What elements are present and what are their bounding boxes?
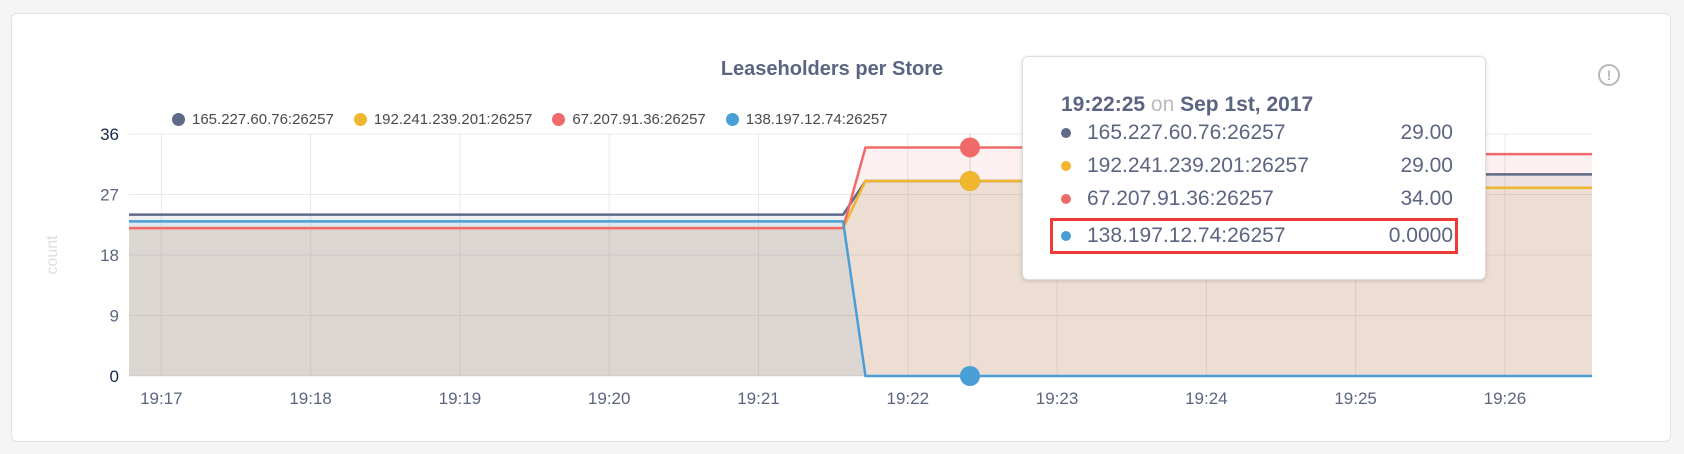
legend-label: 192.241.239.201:26257 bbox=[373, 111, 533, 128]
x-tick-label: 19:19 bbox=[439, 389, 482, 408]
legend-item[interactable]: 67.207.91.36:26257 bbox=[552, 111, 706, 128]
legend: 165.227.60.76:26257 192.241.239.201:2625… bbox=[172, 111, 888, 128]
tooltip-series-name: 138.197.12.74:26257 bbox=[1087, 224, 1286, 247]
tooltip-series-name: 67.207.91.36:26257 bbox=[1087, 187, 1274, 210]
series-dot bbox=[1061, 128, 1071, 138]
y-tick-label: 0 bbox=[110, 367, 119, 386]
series-line bbox=[129, 220, 1592, 378]
series-dot bbox=[1061, 231, 1071, 241]
tooltip-time: 19:22:25 bbox=[1061, 93, 1146, 116]
x-tick-label: 19:20 bbox=[588, 389, 631, 408]
legend-dot bbox=[353, 113, 367, 126]
tooltip-date: Sep 1st, 2017 bbox=[1180, 93, 1314, 116]
x-tick-label: 19:24 bbox=[1185, 389, 1228, 408]
series-dot bbox=[1061, 194, 1071, 204]
tooltip-row-highlighted: 138.197.12.74:26257 0.0000 bbox=[1061, 221, 1453, 251]
y-tick-label: 27 bbox=[100, 186, 119, 205]
highlight-box bbox=[1050, 218, 1458, 254]
legend-label: 67.207.91.36:26257 bbox=[572, 111, 706, 128]
x-tick-label: 19:26 bbox=[1484, 389, 1527, 408]
tooltip-value: 0.0000 bbox=[1388, 224, 1453, 247]
hover-point bbox=[959, 171, 980, 192]
legend-dot bbox=[552, 113, 566, 126]
legend-dot bbox=[725, 113, 739, 126]
y-tick-label: 9 bbox=[110, 307, 119, 326]
x-tick-label: 19:23 bbox=[1036, 389, 1079, 408]
x-tick-label: 19:22 bbox=[887, 389, 930, 408]
tooltip-series-name: 165.227.60.76:26257 bbox=[1087, 121, 1286, 144]
hover-point bbox=[959, 366, 980, 386]
chart-title: Leaseholders per Store bbox=[720, 58, 944, 80]
legend-item[interactable]: 138.197.12.74:26257 bbox=[725, 111, 888, 128]
x-tick-label: 19:18 bbox=[289, 389, 332, 408]
series-area bbox=[129, 221, 1592, 376]
tooltip-value: 34.00 bbox=[1400, 187, 1453, 210]
legend-item[interactable]: 165.227.60.76:26257 bbox=[172, 111, 334, 128]
x-tick-label: 19:25 bbox=[1334, 389, 1377, 408]
tooltip-header: 19:22:25 on Sep 1st, 2017 bbox=[1061, 93, 1313, 117]
legend-item[interactable]: 192.241.239.201:26257 bbox=[353, 111, 533, 128]
legend-label: 138.197.12.74:26257 bbox=[745, 111, 888, 128]
tooltip-row: 192.241.239.201:26257 29.00 bbox=[1061, 151, 1453, 181]
y-tick-label: 36 bbox=[100, 125, 119, 144]
hover-point bbox=[959, 137, 980, 158]
tooltip-value: 29.00 bbox=[1400, 121, 1453, 144]
tooltip-value: 29.00 bbox=[1400, 154, 1453, 177]
tooltip: 19:22:25 on Sep 1st, 2017 165.227.60.76:… bbox=[1022, 56, 1486, 280]
series-dot bbox=[1061, 161, 1071, 171]
y-axis-label: count bbox=[44, 235, 61, 275]
tooltip-series-name: 192.241.239.201:26257 bbox=[1087, 154, 1309, 177]
tooltip-row: 67.207.91.36:26257 34.00 bbox=[1061, 184, 1453, 214]
info-circle-icon[interactable]: ! bbox=[1598, 64, 1620, 86]
x-tick-label: 19:21 bbox=[737, 389, 780, 408]
legend-dot bbox=[172, 113, 185, 126]
y-tick-label: 18 bbox=[100, 246, 119, 265]
legend-label: 165.227.60.76:26257 bbox=[192, 111, 334, 128]
x-tick-label: 19:17 bbox=[140, 389, 183, 408]
tooltip-on: on bbox=[1150, 93, 1175, 116]
tooltip-row: 165.227.60.76:26257 29.00 bbox=[1061, 118, 1453, 148]
